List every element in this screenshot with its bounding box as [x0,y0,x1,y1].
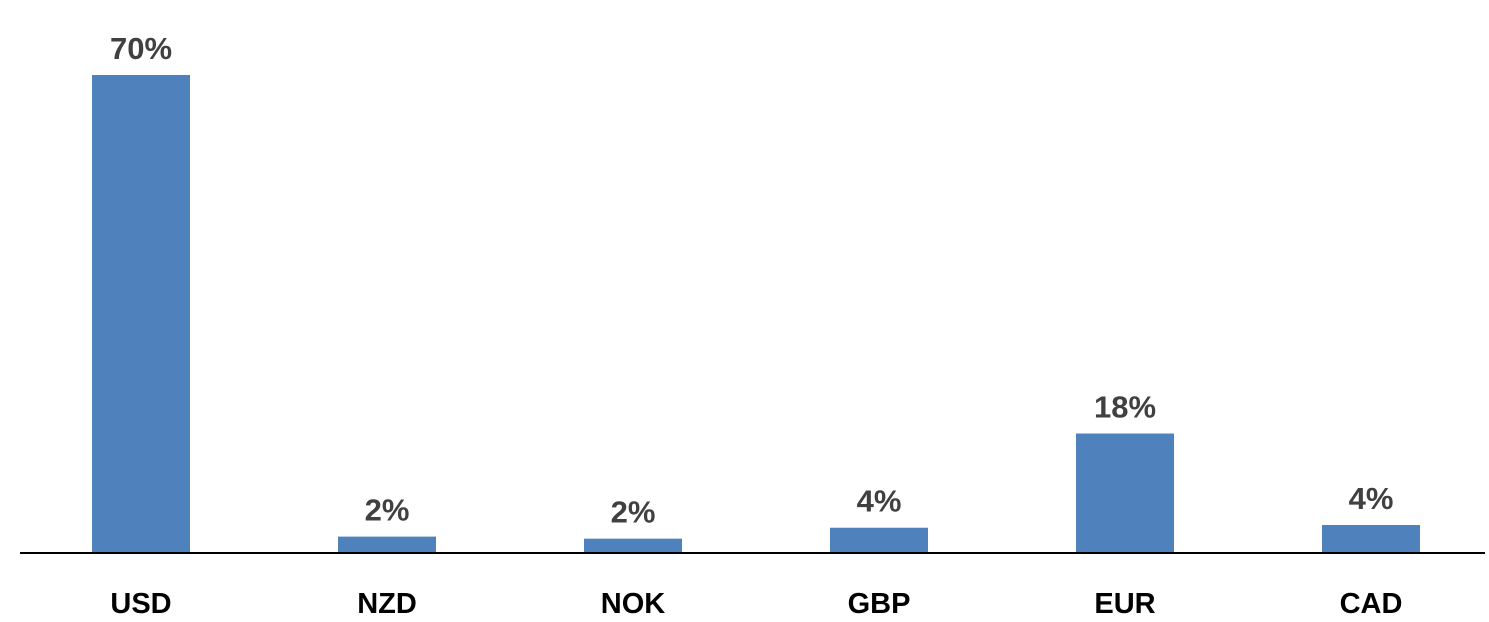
bar-cad [1322,525,1420,553]
category-label-gbp: GBP [848,588,911,620]
data-label-gbp: 4% [857,484,902,519]
category-label-nzd: NZD [357,588,417,620]
bar-nok [584,538,682,553]
bar-nzd [338,536,436,553]
data-label-eur: 18% [1094,390,1156,425]
bar-gbp [830,527,928,553]
bar-eur [1076,433,1174,553]
category-labels-group: USD NZD NOK GBP EUR CAD [110,588,1402,620]
data-label-nzd: 2% [365,493,410,528]
data-label-nok: 2% [611,495,656,530]
data-labels-group: 70% 2% 2% 4% 18% 4% [110,31,1393,530]
category-label-nok: NOK [601,588,666,620]
category-label-cad: CAD [1340,588,1403,620]
data-label-cad: 4% [1349,481,1394,516]
bars-group [92,75,1420,553]
bar-usd [92,75,190,553]
category-label-eur: EUR [1094,588,1155,620]
category-label-usd: USD [110,588,171,620]
data-label-usd: 70% [110,31,172,66]
